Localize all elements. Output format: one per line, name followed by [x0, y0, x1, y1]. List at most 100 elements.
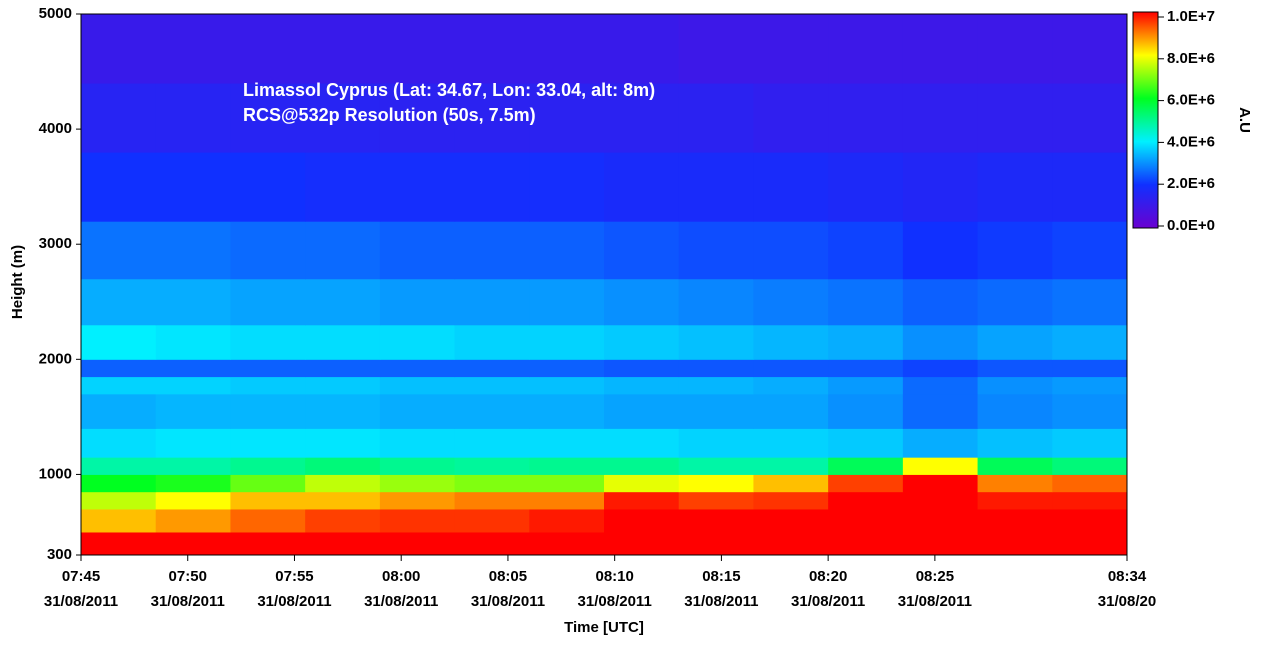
colorbar-tick-label: 8.0E+6	[1167, 50, 1215, 67]
plot-frame	[80, 13, 1128, 556]
heatmap-cell	[828, 474, 904, 493]
colorbar-tick-label: 1.0E+7	[1167, 8, 1215, 25]
heatmap-cell	[230, 278, 306, 326]
x-tick-label: 07:45	[62, 568, 100, 585]
heatmap-cell	[230, 474, 306, 493]
heatmap-cell	[81, 393, 157, 429]
heatmap-cell	[454, 324, 530, 360]
x-tick-label: 08:20	[809, 568, 847, 585]
heatmap-cell	[529, 278, 605, 326]
heatmap-cell	[753, 376, 829, 395]
heatmap-cell	[529, 491, 605, 510]
heatmap-cell	[902, 491, 979, 510]
heatmap-cell	[678, 324, 754, 360]
heatmap-cell	[977, 152, 1053, 222]
heatmap-cell	[1052, 457, 1127, 475]
heatmap-cell	[81, 508, 157, 533]
x-tick-label: 31/08/20	[1098, 593, 1156, 610]
heatmap-cell	[1052, 83, 1127, 153]
heatmap-cell	[379, 531, 456, 555]
heatmap-cell	[81, 531, 157, 555]
x-tick-label: 31/08/2011	[578, 593, 652, 610]
heatmap-cell	[454, 531, 530, 555]
heatmap-cell	[81, 324, 157, 360]
heatmap-cell	[678, 83, 754, 153]
heatmap-cell	[604, 491, 680, 510]
y-tick-label: 3000	[39, 235, 72, 252]
heatmap-cell	[230, 491, 306, 510]
heatmap-cell	[902, 14, 979, 84]
heatmap-cell	[1052, 393, 1127, 429]
x-tick-label: 08:25	[916, 568, 954, 585]
heatmap-cell	[828, 491, 904, 510]
heatmap-cell	[678, 376, 754, 395]
heatmap-cell	[305, 457, 381, 475]
heatmap-cell	[753, 393, 829, 429]
heatmap-cell	[977, 393, 1053, 429]
heatmap-cell	[977, 508, 1053, 533]
heatmap-cell	[81, 376, 157, 395]
heatmap-cell	[454, 278, 530, 326]
heatmap-cell	[230, 359, 306, 378]
heatmap-cell	[379, 428, 456, 458]
heatmap-cell	[529, 508, 605, 533]
heatmap-cell	[454, 491, 530, 510]
x-tick-label: 08:10	[595, 568, 633, 585]
colorbar-tick-label: 2.0E+6	[1167, 175, 1215, 192]
heatmap-cell	[529, 221, 605, 280]
heatmap-cell	[604, 152, 680, 222]
heatmap-cell	[604, 221, 680, 280]
heatmap-cell	[230, 531, 306, 555]
y-tick-label: 1000	[39, 465, 72, 482]
heatmap-cell	[379, 491, 456, 510]
heatmap-cell	[678, 474, 754, 493]
heatmap-cell	[604, 278, 680, 326]
heatmap-cell	[305, 14, 381, 84]
x-tick-label: 08:00	[382, 568, 420, 585]
heatmap-cell	[1052, 491, 1127, 510]
x-tick-label: 31/08/2011	[898, 593, 972, 610]
heatmap-cell	[1052, 152, 1127, 222]
heatmap-cell	[678, 278, 754, 326]
heatmap-cell	[379, 508, 456, 533]
heatmap-cell	[1052, 324, 1127, 360]
heatmap-cell	[977, 278, 1053, 326]
heatmap-cell	[454, 221, 530, 280]
heatmap-cell	[230, 508, 306, 533]
heatmap-cell	[902, 324, 979, 360]
heatmap-cell	[230, 324, 306, 360]
heatmap-cell	[828, 278, 904, 326]
heatmap-cell	[155, 359, 231, 378]
y-tick-label: 5000	[39, 5, 72, 22]
heatmap-cell	[678, 491, 754, 510]
colorbar-tick-label: 0.0E+0	[1167, 217, 1215, 234]
heatmap-cell	[753, 531, 829, 555]
heatmap-cell	[454, 474, 530, 493]
heatmap-cell	[155, 152, 231, 222]
heatmap-cell	[828, 324, 904, 360]
heatmap-cell	[529, 83, 605, 153]
heatmap-cell	[379, 152, 456, 222]
heatmap-cell	[529, 428, 605, 458]
heatmap-cell	[529, 393, 605, 429]
heatmap-cell	[604, 376, 680, 395]
y-tick-label: 300	[47, 546, 72, 563]
heatmap-cell	[1052, 428, 1127, 458]
heatmap-cell	[81, 457, 157, 475]
heatmap-cell	[379, 14, 456, 84]
heatmap-cell	[155, 278, 231, 326]
heatmap-cell	[828, 531, 904, 555]
heatmap-cell	[454, 83, 530, 153]
heatmap-cell	[155, 474, 231, 493]
x-tick-label: 31/08/2011	[151, 593, 225, 610]
heatmap-cell	[828, 508, 904, 533]
heatmap-cell	[977, 376, 1053, 395]
heatmap-cell	[230, 376, 306, 395]
y-tick-label: 4000	[39, 120, 72, 137]
heatmap-cell	[155, 83, 231, 153]
heatmap-cell	[604, 393, 680, 429]
heatmap-cell	[379, 474, 456, 493]
heatmap-cell	[379, 278, 456, 326]
heatmap-cell	[604, 457, 680, 475]
heatmap-cell	[155, 14, 231, 84]
